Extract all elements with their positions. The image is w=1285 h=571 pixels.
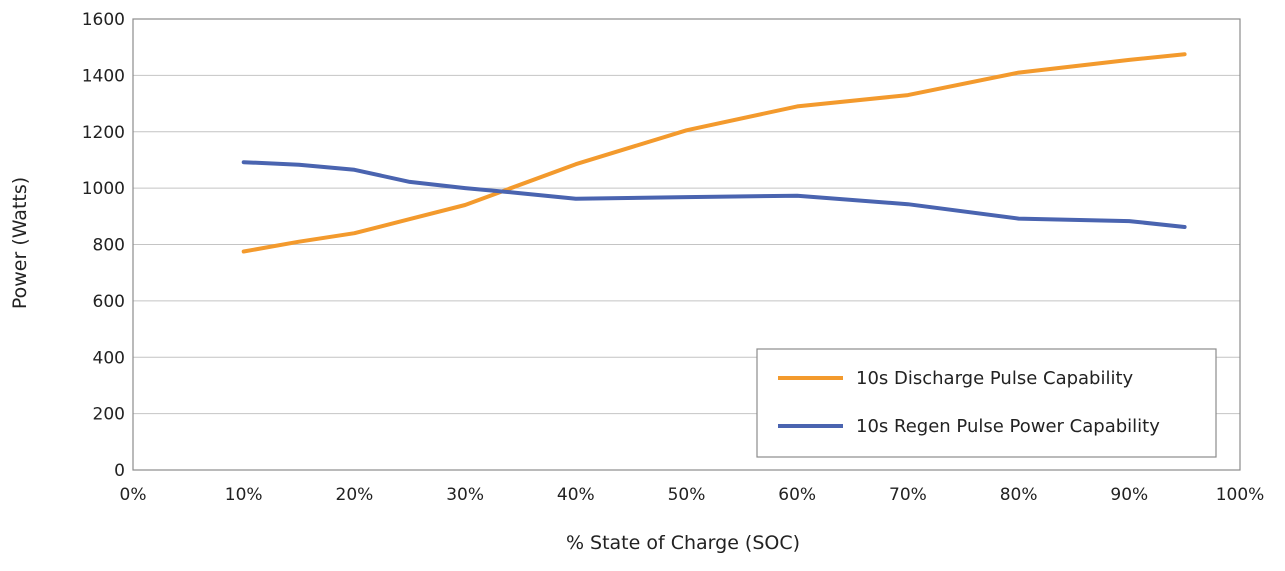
legend: 10s Discharge Pulse Capability 10s Regen…	[756, 348, 1217, 458]
series-line-regen	[241, 160, 1187, 229]
x-tick-label: 20%	[336, 485, 374, 505]
legend-box	[756, 348, 1217, 458]
y-tick-label: 1200	[82, 123, 125, 143]
y-tick-label: 1000	[82, 179, 125, 199]
series-lines	[241, 52, 1187, 254]
x-tick-label: 0%	[120, 485, 147, 505]
x-tick-label: 90%	[1110, 485, 1148, 505]
x-tick-label: 100%	[1216, 485, 1265, 505]
x-tick-label: 60%	[778, 485, 816, 505]
y-axis-ticks: 0 200 400 600 800 1000 1200 1400 1600	[82, 10, 125, 481]
x-tick-label: 80%	[1000, 485, 1038, 505]
x-tick-label: 10%	[225, 485, 263, 505]
y-tick-label: 1600	[82, 10, 125, 30]
y-tick-label: 0	[114, 461, 125, 481]
y-tick-label: 200	[93, 405, 125, 425]
y-tick-label: 800	[93, 236, 125, 256]
plot-area-frame	[132, 18, 1241, 471]
y-axis-title: Power (Watts)	[9, 177, 31, 309]
x-tick-label: 30%	[446, 485, 484, 505]
y-tick-label: 400	[93, 348, 125, 368]
x-axis-title: % State of Charge (SOC)	[566, 532, 800, 554]
x-axis-ticks: 0% 10% 20% 30% 40% 50% 60% 70% 80% 90% 100%	[120, 485, 1265, 505]
y-tick-label: 1400	[82, 66, 125, 86]
x-tick-label: 40%	[557, 485, 595, 505]
x-tick-label: 70%	[889, 485, 927, 505]
legend-label-discharge: 10s Discharge Pulse Capability	[856, 368, 1134, 389]
legend-label-regen: 10s Regen Pulse Power Capability	[856, 416, 1160, 437]
y-tick-label: 600	[93, 292, 125, 312]
series-line-discharge	[241, 52, 1187, 254]
x-tick-label: 50%	[668, 485, 706, 505]
